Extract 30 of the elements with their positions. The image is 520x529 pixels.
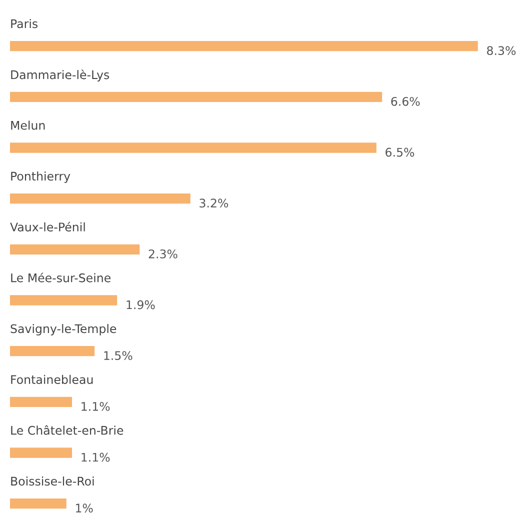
y-tick-label: Le Châtelet-en-Brie: [11, 425, 124, 435]
bar: [10, 142, 376, 153]
data-label: 6.6%: [391, 96, 420, 106]
y-tick-label: Fontainebleau: [11, 374, 93, 384]
bar: [10, 346, 95, 356]
y-tick-label: Dammarie-lè-Lys: [11, 70, 110, 82]
bar: [10, 295, 118, 306]
bar: [10, 448, 72, 458]
bar: [10, 498, 66, 509]
y-tick-label: Vaux-le-Pénil: [10, 222, 85, 232]
data-label: 1%: [76, 504, 93, 513]
data-label: 6.5%: [386, 148, 414, 157]
y-tick-label: Boissise-le-Roi: [11, 476, 94, 486]
y-tick-label: Le Mée-sur-Seine: [11, 272, 111, 282]
data-label: 1.1%: [82, 402, 110, 411]
data-label: 1.5%: [104, 351, 132, 360]
data-label: 1.9%: [126, 300, 155, 310]
data-label: 3.2%: [200, 198, 228, 208]
bar: [10, 92, 382, 102]
y-tick-label: Ponthierry: [11, 172, 70, 183]
bar: [10, 396, 72, 407]
bar: [10, 40, 478, 52]
y-tick-label: Savigny-le-Temple: [10, 324, 116, 336]
data-label: 1.1%: [82, 452, 110, 462]
y-tick-label: Paris: [11, 19, 38, 28]
y-tick-label: Melun: [11, 120, 45, 130]
data-label: 2.3%: [148, 249, 178, 258]
bar: [10, 244, 140, 254]
bar: [10, 193, 190, 204]
data-label: 8.3%: [487, 46, 516, 56]
